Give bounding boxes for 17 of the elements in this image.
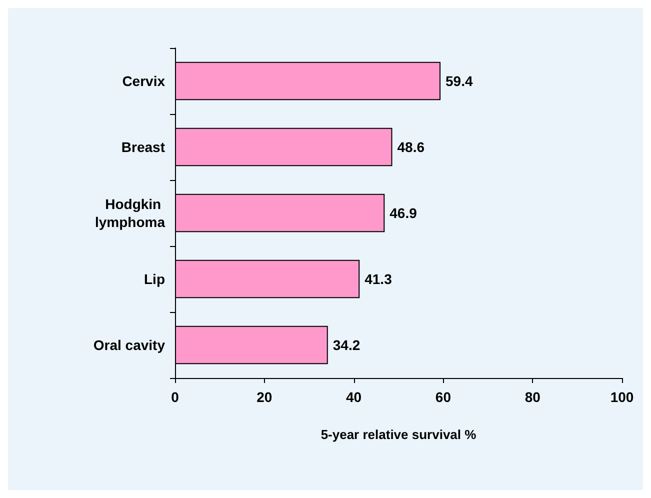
y-tick-label: Hodgkin lymphoma (94, 196, 166, 230)
data-label: 48.6 (397, 139, 425, 155)
y-tick-label: Cervix (122, 73, 166, 89)
y-tick-label: Lip (144, 271, 165, 287)
data-label: 46.9 (390, 205, 418, 221)
x-tick-label: 100 (610, 389, 634, 405)
x-tick-label: 0 (171, 389, 180, 405)
data-label: 34.2 (332, 337, 360, 353)
x-tick-label: 60 (435, 389, 452, 405)
data-label: 59.4 (446, 73, 473, 89)
x-tick-label: 40 (346, 389, 362, 405)
y-tick-label: Breast (121, 139, 166, 155)
data-label: 41.3 (364, 271, 392, 287)
x-tick-label: 80 (524, 389, 541, 405)
y-tick-label: Oral cavity (93, 337, 166, 353)
x-axis-title: 5-year relative survival % (320, 427, 477, 442)
x-tick-label: 20 (256, 389, 272, 405)
